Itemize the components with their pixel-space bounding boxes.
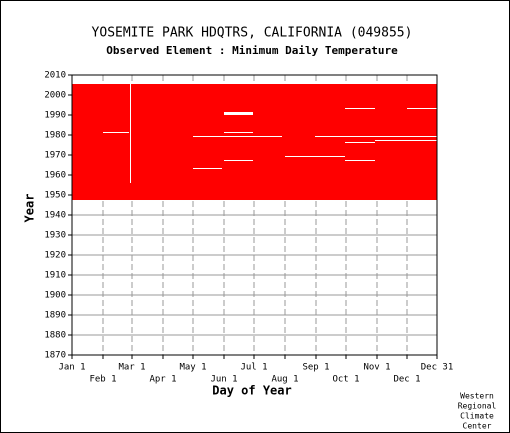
- x-tick-label: Mar 1: [118, 363, 145, 373]
- x-tick-label: Nov 1: [363, 363, 390, 373]
- data-gap: [375, 140, 437, 141]
- x-tick-label: Jan 1: [58, 363, 85, 373]
- data-gap: [193, 168, 222, 169]
- y-tick-label: 1990: [44, 111, 66, 121]
- x-tick-label: Dec 1: [393, 375, 420, 385]
- y-tick-label: 2010: [44, 71, 66, 81]
- data-gap: [285, 156, 345, 157]
- data-gap: [407, 108, 437, 109]
- data-gap: [224, 160, 253, 161]
- y-tick-label: 1950: [44, 191, 66, 201]
- data-gap: [224, 112, 253, 115]
- x-tick-label: Feb 1: [89, 375, 116, 385]
- data-block: [72, 84, 437, 200]
- y-tick-label: 1880: [44, 331, 66, 341]
- credit-line: Western: [460, 392, 494, 401]
- data-gap: [315, 136, 437, 137]
- y-tick-label: 1910: [44, 271, 66, 281]
- credit-line: Regional: [458, 402, 497, 411]
- x-axis-label: Day of Year: [212, 384, 291, 398]
- data-gap: [345, 160, 375, 161]
- data-gap: [103, 132, 129, 133]
- x-tick-label: Oct 1: [332, 375, 359, 385]
- y-axis-label: Year: [23, 194, 37, 223]
- x-tick-label: Jun 1: [210, 375, 237, 385]
- data-gap: [345, 142, 375, 143]
- y-tick-label: 1940: [44, 211, 66, 221]
- y-tick-label: 1890: [44, 311, 66, 321]
- data-gap: [224, 132, 253, 133]
- x-tick-label: Aug 1: [271, 375, 298, 385]
- x-tick-label: Sep 1: [302, 363, 329, 373]
- y-tick-label: 1870: [44, 351, 66, 361]
- x-tick-label: Jul 1: [240, 363, 267, 373]
- x-tick-label: May 1: [179, 363, 206, 373]
- y-tick-label: 2000: [44, 91, 66, 101]
- chart-title: YOSEMITE PARK HDQTRS, CALIFORNIA (049855…: [92, 26, 413, 41]
- chart-subtitle: Observed Element : Minimum Daily Tempera…: [106, 44, 398, 57]
- credit-line: Climate: [460, 412, 494, 421]
- y-tick-label: 1980: [44, 131, 66, 141]
- x-tick-label: Dec 31: [421, 363, 454, 373]
- data-gap: [130, 84, 131, 183]
- y-tick-label: 1930: [44, 231, 66, 241]
- data-gap: [345, 108, 375, 109]
- x-tick-label: Apr 1: [149, 375, 176, 385]
- y-tick-label: 1900: [44, 291, 66, 301]
- credit-line: Center: [463, 422, 492, 431]
- y-tick-label: 1970: [44, 151, 66, 161]
- y-tick-label: 1920: [44, 251, 66, 261]
- y-tick-label: 1960: [44, 171, 66, 181]
- data-gap: [193, 136, 282, 137]
- plot-border: [71, 74, 438, 356]
